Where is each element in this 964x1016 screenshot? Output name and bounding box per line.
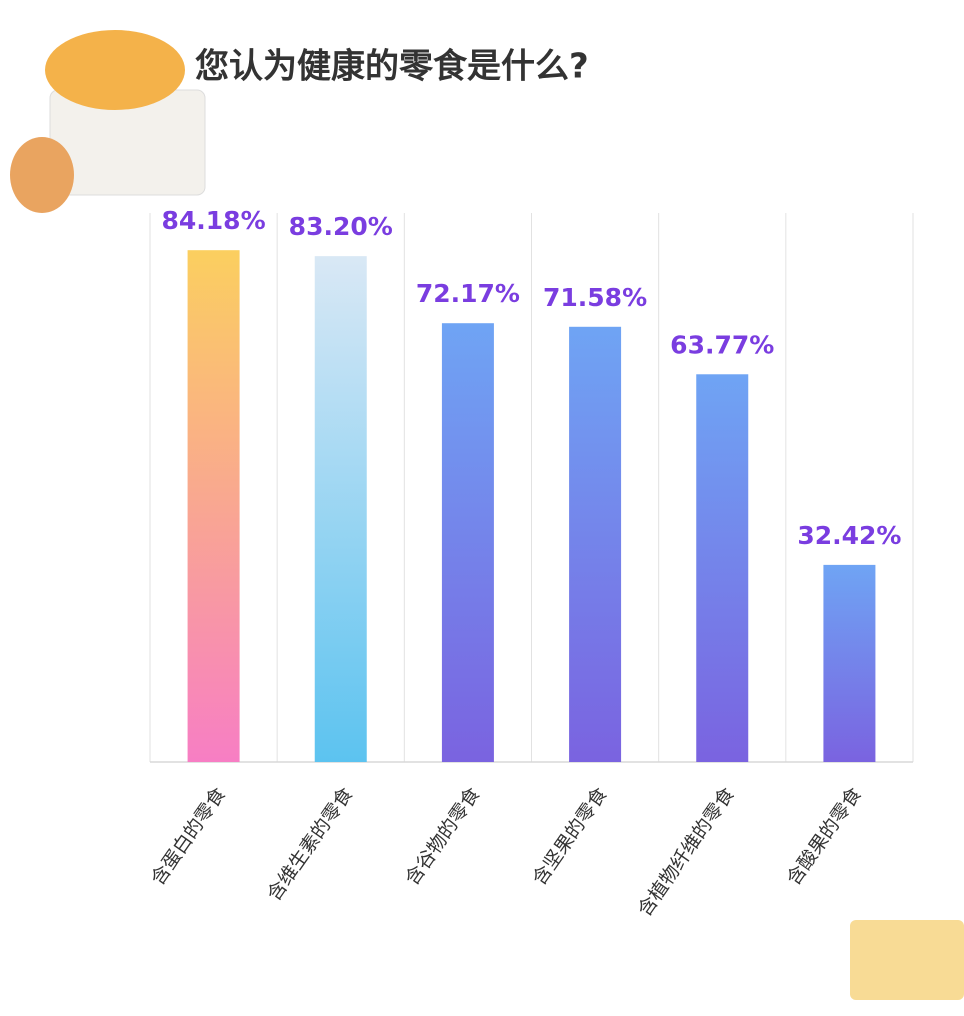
value-label: 83.20% (289, 212, 393, 241)
bar (823, 564, 876, 762)
value-label: 63.77% (670, 330, 774, 359)
value-label: 32.42% (797, 521, 901, 550)
x-tick-label: 含维生素的零食 (263, 783, 357, 905)
chart-title: 您认为健康的零食是什么? (195, 47, 589, 87)
value-label: 72.17% (416, 279, 520, 308)
bar (696, 374, 749, 762)
bar (441, 323, 494, 762)
x-tick-label: 含蛋白的零食 (147, 783, 230, 889)
bar (187, 250, 240, 762)
x-tick-label: 含植物纤维的零食 (634, 783, 739, 920)
cake (850, 920, 964, 1000)
sandwich (45, 30, 185, 110)
decoration (10, 30, 964, 1000)
x-tick-label: 含酸果的零食 (783, 783, 866, 889)
egg (10, 137, 74, 213)
value-label: 84.18% (162, 206, 266, 235)
bar (314, 256, 367, 762)
x-tick-label: 含坚果的零食 (528, 783, 611, 889)
x-tick-label: 含谷物的零食 (401, 783, 484, 889)
bar (569, 326, 622, 762)
value-label: 71.58% (543, 283, 647, 312)
